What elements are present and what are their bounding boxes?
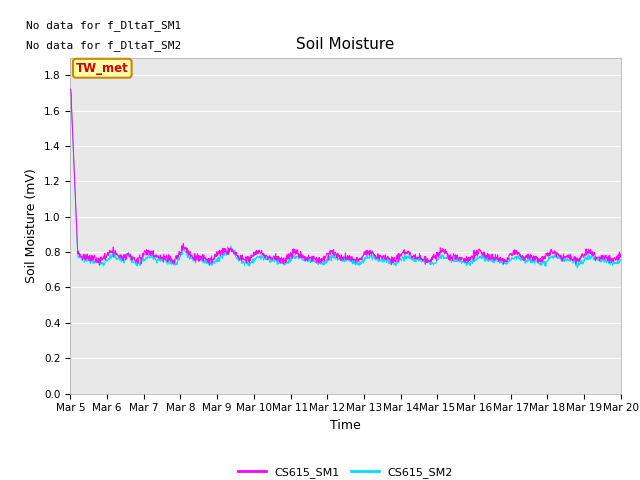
Title: Soil Moisture: Soil Moisture [296,37,395,52]
Text: No data for f_DltaT_SM2: No data for f_DltaT_SM2 [26,40,182,51]
Y-axis label: Soil Moisture (mV): Soil Moisture (mV) [26,168,38,283]
Text: No data for f_DltaT_SM1: No data for f_DltaT_SM1 [26,20,182,31]
Legend: CS615_SM1, CS615_SM2: CS615_SM1, CS615_SM2 [234,462,458,480]
X-axis label: Time: Time [330,419,361,432]
Text: TW_met: TW_met [76,62,129,75]
